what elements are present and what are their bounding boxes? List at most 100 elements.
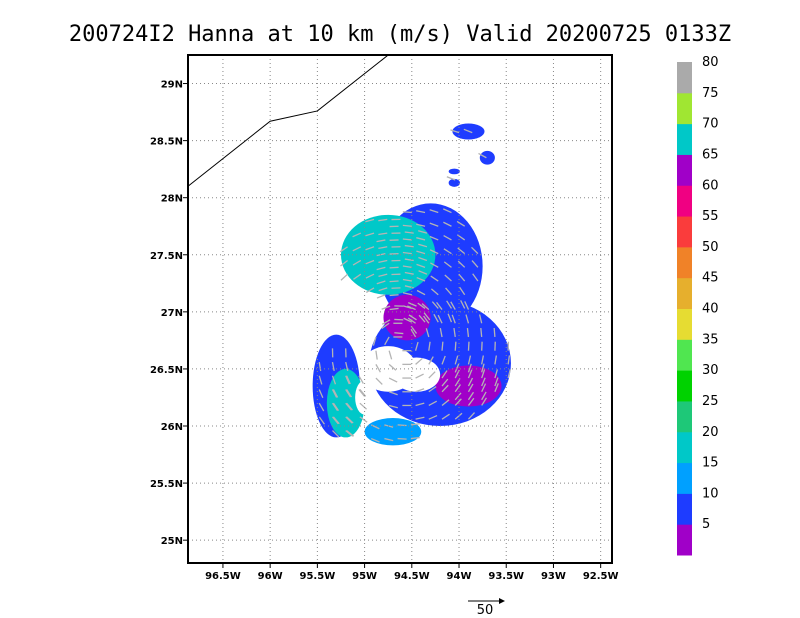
wind-vector [441, 378, 449, 387]
wind-vector [480, 327, 483, 338]
wind-vector [441, 370, 448, 379]
wind-vector [443, 261, 452, 268]
wind-vector [384, 336, 390, 346]
wind-vector [494, 369, 499, 379]
wind-region [479, 150, 495, 165]
wind-vector [428, 341, 431, 351]
colorbar-swatch [677, 339, 692, 371]
wind-vector [375, 377, 383, 385]
colorbar-label: 35 [702, 332, 719, 347]
wind-vector [376, 239, 386, 243]
wind-vector [402, 292, 412, 296]
wind-vector [403, 305, 412, 310]
wind-vector [388, 363, 397, 371]
wind-vector [340, 259, 348, 267]
wind-vector [454, 412, 463, 420]
wind-vector [467, 363, 472, 373]
wind-vector [378, 287, 388, 292]
wind-vector [397, 424, 407, 427]
reference-vector: 50 [468, 598, 505, 618]
wind-vector [415, 388, 425, 393]
wind-vector [457, 247, 466, 255]
wind-vector [345, 361, 349, 371]
wind-vector [353, 273, 362, 280]
wind-vector [416, 276, 426, 282]
wind-vector [429, 222, 439, 227]
colorbar-label: 75 [702, 86, 719, 101]
wind-vector [418, 243, 428, 248]
wind-vector [465, 314, 470, 324]
wind-vector [481, 369, 486, 379]
wind-vector [494, 355, 497, 365]
wind-vector [429, 209, 439, 214]
wind-vector [365, 246, 375, 251]
colorbar-label: 70 [702, 117, 719, 132]
wind-vector [450, 129, 460, 134]
y-tick-label: 27N [161, 308, 183, 319]
wind-vector [453, 327, 456, 338]
wind-vector [397, 437, 407, 440]
wind-vector [441, 384, 449, 393]
wind-vector [318, 416, 325, 425]
wind-vector [450, 301, 456, 310]
wind-vector [441, 413, 450, 420]
wind-vector [346, 389, 353, 398]
wind-vector [346, 416, 354, 424]
wind-vector [418, 314, 426, 323]
wind-vector [407, 302, 417, 307]
wind-vector [425, 328, 430, 338]
wind-vector [481, 383, 487, 393]
wind-vector [467, 383, 474, 393]
wind-vector [446, 300, 453, 309]
wind-vector [464, 301, 470, 310]
wind-vector [443, 248, 452, 255]
wind-vector [376, 266, 386, 271]
x-axis-ticks: 96.5W 96W 95.5W 95W 94.5W 94W 93.5W 93W 92.5W [205, 563, 619, 582]
wind-vector [388, 377, 398, 383]
wind-region [383, 294, 431, 341]
wind-vector [345, 416, 353, 424]
wind-vector [466, 327, 470, 338]
wind-vector [365, 232, 375, 237]
wind-vector [345, 402, 352, 411]
wind-vector [388, 391, 398, 396]
wind-vector [332, 402, 340, 411]
colorbar-label: 65 [702, 147, 719, 162]
wind-vector [444, 274, 452, 282]
x-tick-label: 95.5W [300, 571, 336, 582]
wind-vector [456, 220, 466, 227]
wind-vector [414, 341, 419, 351]
y-tick-label: 25.5N [150, 479, 183, 490]
wind-vector [352, 259, 362, 266]
wind-vector [460, 300, 466, 309]
colorbar-label: 80 [702, 55, 719, 70]
colorbar-label: 5 [702, 517, 710, 532]
wind-vector [467, 355, 472, 365]
wind-vector [467, 397, 475, 406]
wind-vector [415, 402, 425, 407]
wind-vector [378, 218, 388, 222]
wind-vector [442, 208, 452, 214]
wind-vector [481, 397, 487, 406]
wind-vector [472, 273, 479, 282]
wind-vector [331, 416, 339, 425]
wind-vectors [318, 128, 511, 443]
colorbar: 5 10 15 20 25 30 35 40 45 50 55 60 65 70 75 80 [677, 55, 719, 556]
wind-vector [346, 375, 351, 385]
wind-vector [346, 430, 355, 437]
wind-vector [428, 386, 437, 393]
colorbar-label: 50 [702, 240, 719, 255]
wind-vector [381, 305, 391, 310]
wind-vector [340, 273, 349, 281]
wind-vector [463, 128, 473, 134]
wind-vector [375, 350, 378, 360]
wind-vector [376, 280, 386, 285]
colorbar-swatch [677, 431, 692, 464]
wind-vector [372, 336, 377, 346]
wind-vector [404, 258, 414, 262]
wind-vector [451, 314, 456, 324]
wind-vector [402, 238, 412, 241]
wind-vector [433, 313, 439, 323]
colorbar-swatch [677, 462, 692, 494]
colorbar-swatch [677, 400, 692, 433]
